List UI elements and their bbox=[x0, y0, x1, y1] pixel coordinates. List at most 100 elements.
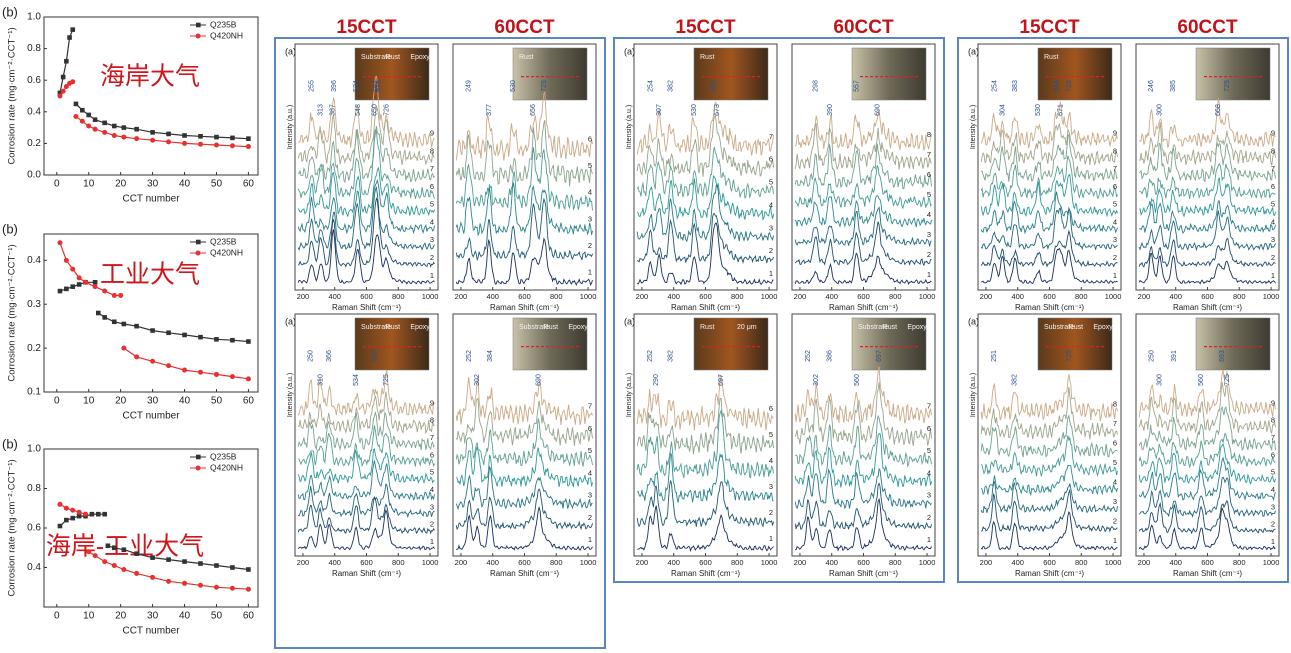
marker bbox=[182, 332, 187, 338]
inset-label: Substrate bbox=[361, 324, 391, 331]
spectrum-trace bbox=[980, 435, 1118, 478]
trace-label: 1 bbox=[588, 268, 592, 277]
inset-image bbox=[1037, 47, 1113, 101]
peak-label: 534 bbox=[353, 80, 360, 92]
x-tick-label: 400 bbox=[486, 292, 499, 301]
marker bbox=[76, 275, 82, 281]
peak-label: 697 bbox=[718, 374, 725, 386]
marker bbox=[64, 286, 69, 292]
x-tick-label: 400 bbox=[667, 292, 680, 301]
spectrum-trace bbox=[455, 197, 593, 262]
marker bbox=[230, 565, 235, 570]
x-tick-label: 20 bbox=[115, 396, 127, 407]
spectrum-trace bbox=[794, 366, 932, 424]
trace-label: 3 bbox=[927, 491, 931, 500]
x-tick-label: 60 bbox=[243, 396, 255, 407]
group-frame bbox=[613, 37, 945, 583]
marker bbox=[166, 330, 171, 336]
peak-label: 254 bbox=[991, 80, 998, 92]
spectrum-trace bbox=[794, 221, 932, 267]
marker bbox=[57, 501, 63, 507]
plot-frame bbox=[43, 448, 259, 608]
x-tick-label: 1000 bbox=[422, 558, 439, 567]
trace-label: 3 bbox=[769, 482, 773, 491]
spectrum-trace bbox=[1138, 142, 1276, 183]
x-tick-label: 200 bbox=[1138, 292, 1151, 301]
inset-image bbox=[354, 317, 430, 371]
x-tick-label: 200 bbox=[297, 292, 310, 301]
marker bbox=[182, 140, 188, 146]
x-tick-label: 1000 bbox=[580, 558, 597, 567]
peak-label: 690 bbox=[536, 374, 543, 386]
marker bbox=[67, 35, 72, 40]
spectrum-trace bbox=[1138, 443, 1276, 486]
x-tick-label: 30 bbox=[147, 611, 159, 622]
trace-label: 8 bbox=[430, 416, 434, 425]
trace-label: 1 bbox=[430, 537, 434, 546]
trace-label: 3 bbox=[1113, 235, 1117, 244]
peak-label: 693 bbox=[1219, 350, 1226, 362]
spectrum-trace bbox=[794, 206, 932, 247]
peak-label: 313 bbox=[318, 104, 325, 116]
spectrum-trace bbox=[297, 229, 435, 285]
peak-label: 383 bbox=[1012, 80, 1019, 92]
y-tick-label: 0.2 bbox=[27, 138, 41, 149]
marker bbox=[229, 374, 235, 380]
spectrum-trace bbox=[636, 115, 774, 178]
inset-label: Substrate bbox=[1044, 324, 1074, 331]
peak-label: 302 bbox=[813, 374, 820, 386]
marker bbox=[121, 566, 127, 572]
marker bbox=[92, 126, 98, 132]
panel-title: 15CCT bbox=[1019, 17, 1080, 38]
inset-image bbox=[512, 317, 588, 371]
spectrum-trace bbox=[980, 123, 1118, 166]
marker bbox=[198, 582, 204, 588]
spectrum-trace bbox=[298, 425, 435, 468]
marker bbox=[213, 371, 219, 377]
spectrum-trace bbox=[1138, 456, 1276, 502]
panel-title: 60CCT bbox=[833, 17, 894, 38]
panel-label: (a) bbox=[624, 46, 635, 56]
marker bbox=[64, 58, 69, 64]
marker bbox=[102, 315, 107, 320]
x-axis-label: CCT number bbox=[122, 411, 180, 422]
x-tick-label: 800 bbox=[731, 292, 744, 301]
trace-label: 3 bbox=[769, 223, 773, 232]
inset-image bbox=[1195, 317, 1271, 371]
legend-label: Q235B bbox=[210, 236, 237, 246]
legend-label: Q235B bbox=[210, 451, 237, 461]
spectrum-trace bbox=[980, 374, 1118, 422]
spectrum-trace bbox=[636, 409, 774, 479]
spectrum-trace bbox=[794, 432, 932, 488]
y-axis-label: Intensity (a.u.) bbox=[626, 373, 633, 417]
trace-label: 8 bbox=[1271, 416, 1275, 425]
inset-image bbox=[693, 47, 769, 101]
marker bbox=[60, 88, 66, 94]
marker bbox=[166, 578, 172, 584]
peak-label: 673 bbox=[714, 104, 721, 116]
x-tick-label: 60 bbox=[243, 179, 255, 190]
inset-label: 20 μm bbox=[737, 324, 757, 331]
x-tick-label: 40 bbox=[179, 396, 191, 407]
inset-image bbox=[693, 317, 769, 371]
marker bbox=[230, 337, 235, 343]
peak-label: 548 bbox=[355, 104, 362, 116]
y-axis-label: Intensity (a.u.) bbox=[287, 373, 294, 417]
x-tick-label: 50 bbox=[211, 396, 223, 407]
spectrum-trace bbox=[1138, 476, 1276, 518]
marker bbox=[121, 125, 127, 130]
spectrum-trace bbox=[455, 90, 593, 161]
peak-label: 251 bbox=[991, 350, 998, 362]
x-axis-label: Raman Shift (cm⁻¹) bbox=[1173, 303, 1242, 312]
marker bbox=[105, 543, 111, 549]
peak-label: 391 bbox=[1171, 350, 1178, 362]
peak-label: 676 bbox=[375, 80, 382, 92]
x-tick-label: 400 bbox=[328, 292, 341, 301]
trace-label: 5 bbox=[588, 446, 592, 455]
marker bbox=[134, 126, 139, 132]
x-tick-label: 600 bbox=[1043, 292, 1056, 301]
y-tick-label: 0.6 bbox=[27, 75, 41, 86]
marker bbox=[102, 511, 107, 517]
trace-label: 5 bbox=[430, 200, 434, 209]
trace-label: 5 bbox=[588, 161, 592, 170]
